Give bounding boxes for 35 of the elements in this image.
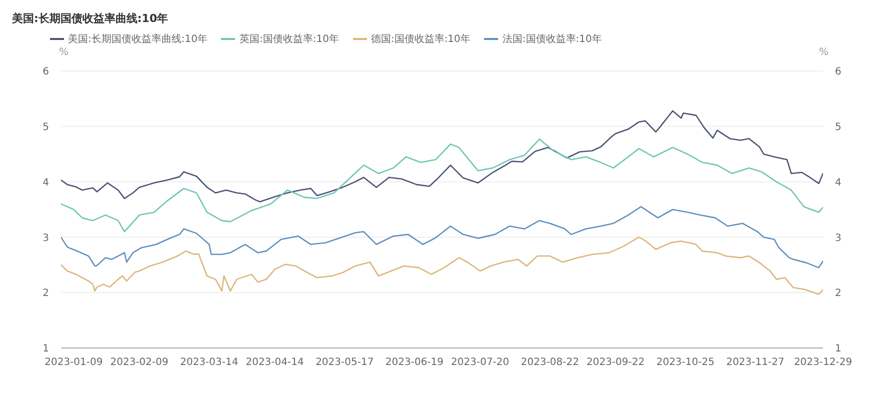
y-tick-label: 6 xyxy=(42,66,49,78)
y2-tick-label: 3 xyxy=(835,232,842,244)
x-tick-label: 2023-07-20 xyxy=(451,357,510,368)
x-tick-label: 2023-06-19 xyxy=(385,357,444,368)
y2-tick-label: 2 xyxy=(835,288,842,300)
y-axis-title: % xyxy=(59,47,69,58)
y2-axis-title: % xyxy=(819,47,829,58)
line-series xyxy=(61,138,823,232)
x-tick-label: 2023-02-09 xyxy=(110,357,168,368)
x-tick-label: 2023-01-09 xyxy=(44,357,103,368)
chart-title: 美国:长期国债收益率曲线:10年 xyxy=(12,11,168,26)
x-tick-label: 2023-03-14 xyxy=(180,357,238,368)
line-series xyxy=(61,236,823,295)
x-tick-label: 2023-10-25 xyxy=(656,357,714,368)
y-tick-label: 5 xyxy=(42,122,49,133)
y-tick-label: 2 xyxy=(42,288,49,300)
x-tick-label: 2023-12-29 xyxy=(794,357,852,368)
line-series xyxy=(61,206,823,268)
legend-label: 德国:国债收益率:10年 xyxy=(370,32,470,46)
x-tick-label: 2023-08-22 xyxy=(520,357,580,368)
y2-tick-label: 4 xyxy=(835,177,842,188)
y2-tick-label: 1 xyxy=(835,344,842,355)
x-tick-label: 2023-11-27 xyxy=(726,357,784,368)
legend-label: 英国:国债收益率:10年 xyxy=(239,32,339,46)
y2-tick-label: 6 xyxy=(835,66,842,78)
legend-label: 美国:长期国债收益率曲线:10年 xyxy=(68,32,208,46)
y-tick-label: 4 xyxy=(42,177,49,188)
y2-tick-label: 5 xyxy=(835,122,842,133)
line-series xyxy=(61,110,823,202)
x-tick-label: 2023-05-17 xyxy=(316,357,374,368)
y-tick-label: 3 xyxy=(42,232,49,244)
x-tick-label: 2023-09-22 xyxy=(586,357,645,368)
y-tick-label: 1 xyxy=(42,344,49,355)
x-tick-label: 2023-04-14 xyxy=(246,357,304,368)
legend-label: 法国:国债收益率:10年 xyxy=(502,32,602,46)
